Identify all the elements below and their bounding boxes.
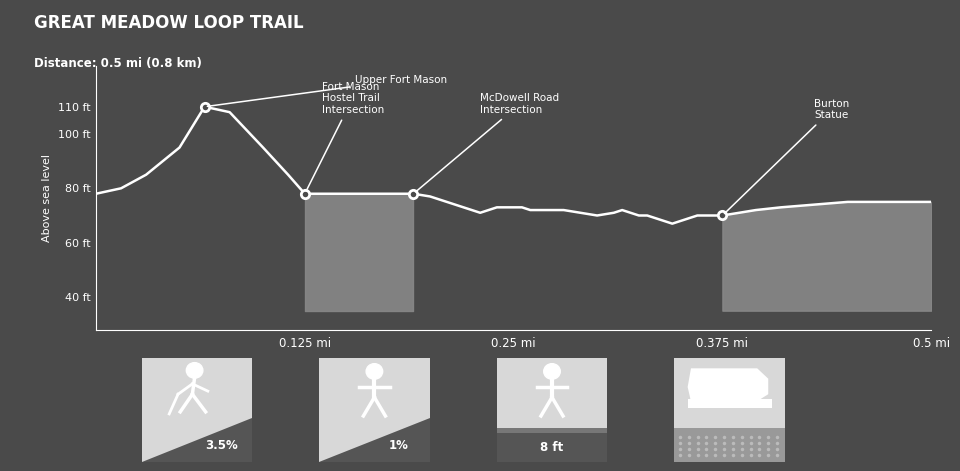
Bar [497, 430, 607, 462]
Text: Burton
Statue: Burton Statue [725, 99, 850, 213]
Text: Distance: 0.5 mi (0.8 km): Distance: 0.5 mi (0.8 km) [34, 57, 202, 70]
Polygon shape [687, 368, 768, 405]
Text: 1%: 1% [389, 439, 409, 452]
Circle shape [186, 363, 203, 378]
Bar [674, 429, 784, 462]
Polygon shape [142, 418, 252, 462]
Text: GREAT MEADOW LOOP TRAIL: GREAT MEADOW LOOP TRAIL [34, 14, 303, 32]
Text: 8 ft: 8 ft [540, 440, 564, 454]
Text: Upper Fort Mason: Upper Fort Mason [207, 75, 447, 106]
Circle shape [366, 364, 383, 379]
Text: McDowell Road
Intersection: McDowell Road Intersection [416, 93, 560, 192]
Bar [687, 399, 772, 408]
Text: 3.5%: 3.5% [204, 439, 237, 452]
Bar [497, 429, 607, 432]
Circle shape [543, 364, 561, 379]
Y-axis label: Above sea level: Above sea level [42, 154, 52, 242]
Text: Fort Mason
Hostel Trail
Intersection: Fort Mason Hostel Trail Intersection [306, 81, 384, 191]
Polygon shape [319, 418, 430, 462]
